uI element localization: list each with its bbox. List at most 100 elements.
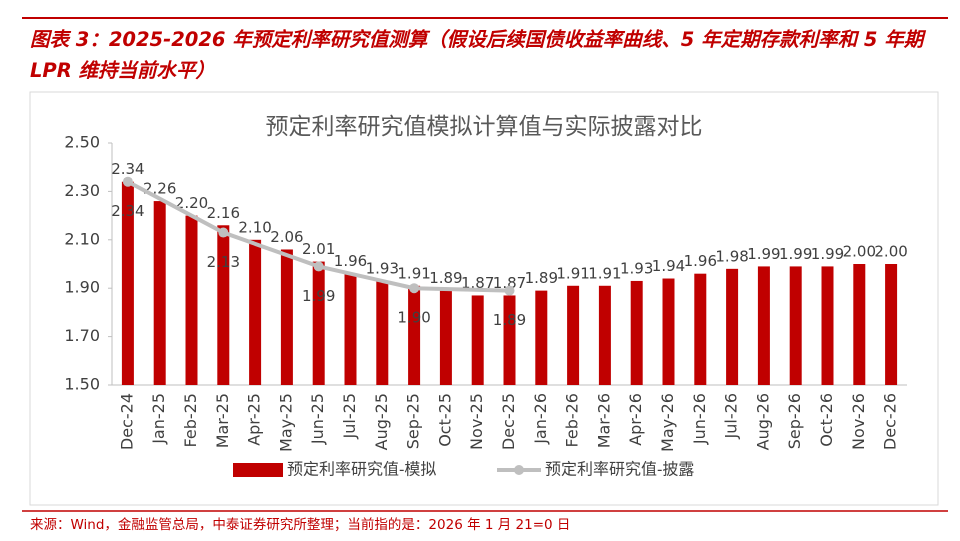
bar [344,273,357,385]
y-tick-label: 2.10 [64,229,100,248]
x-tick-label: Dec-26 [881,393,900,450]
legend-label: 预定利率研究值-模拟 [287,460,436,479]
bar-value-label: 2.01 [302,240,335,258]
bar-value-label: 1.99 [747,245,780,263]
x-tick-label: Oct-26 [817,393,836,447]
chart-title: 预定利率研究值模拟计算值与实际披露对比 [266,114,703,140]
bar [217,225,230,385]
bar-value-label: 1.91 [556,264,589,282]
bar-value-label: 2.26 [143,180,176,198]
bar-value-label: 2.00 [843,243,876,261]
legend-label: 预定利率研究值-披露 [545,460,694,479]
x-tick-label: Dec-24 [117,393,136,450]
bar [694,273,707,385]
bar-value-label: 2.34 [111,160,144,178]
y-tick-label: 2.30 [64,181,100,200]
bar [185,215,198,385]
line-value-label: 2.13 [207,253,240,271]
x-tick-label: Dec-25 [499,393,518,450]
bar [439,290,452,385]
line-point [504,285,515,296]
bar [821,266,834,385]
bar [535,290,548,385]
x-tick-label: Nov-26 [849,393,868,450]
x-tick-label: Aug-25 [372,393,391,450]
bar [249,239,262,385]
bar-value-label: 1.96 [684,252,717,270]
bar [789,266,802,385]
x-tick-label: Aug-26 [753,393,772,450]
x-tick-label: Jan-26 [531,393,550,445]
bar [726,268,739,385]
line-value-label: 1.90 [397,309,430,327]
x-tick-label: Feb-26 [563,393,582,447]
x-tick-label: Apr-25 [245,393,264,446]
bar [153,201,166,385]
bar [121,181,134,385]
legend-swatch [233,463,283,477]
line-point [313,261,324,272]
bar [376,280,389,385]
line-point [218,227,229,238]
x-tick-label: May-25 [276,393,295,452]
x-tick-label: Jun-25 [308,393,327,445]
bar-value-label: 1.91 [397,264,430,282]
y-tick-label: 1.50 [64,375,100,394]
bar [503,295,516,385]
bar-value-label: 1.89 [429,269,462,287]
bar [408,285,421,385]
y-tick-label: 2.50 [64,133,100,152]
bar-value-label: 2.16 [207,204,240,222]
x-tick-label: Mar-26 [594,393,613,448]
bar [885,264,898,385]
bar-value-label: 2.00 [874,243,907,261]
x-tick-label: Nov-25 [467,393,486,450]
bar-value-label: 1.93 [620,259,653,277]
bar [567,285,580,385]
bar-value-label: 1.94 [652,257,685,275]
bar [312,261,325,385]
bar-value-label: 1.99 [811,245,844,263]
bar-value-label: 2.20 [175,194,208,212]
bar [598,285,611,385]
line-value-label: 1.99 [302,287,335,305]
line-point [122,176,133,187]
bar-value-label: 1.89 [525,269,558,287]
bar-value-label: 1.93 [366,259,399,277]
x-tick-label: Jul-26 [722,393,741,439]
x-tick-label: Mar-25 [213,393,232,448]
bar-value-label: 1.87 [493,274,526,292]
bar-value-label: 2.10 [238,218,271,236]
bar [757,266,770,385]
line-value-label: 1.89 [493,311,526,329]
source-note: 来源：Wind，金融监管总局，中泰证券研究所整理；当前指的是：2026 年 1 … [30,517,571,533]
bar-value-label: 1.91 [588,264,621,282]
bar [471,295,484,385]
bar [853,264,866,385]
x-tick-label: Jul-25 [340,393,359,439]
bar-value-label: 1.99 [779,245,812,263]
x-tick-label: Jan-25 [149,393,168,445]
bar [662,278,675,385]
x-tick-label: Feb-25 [181,393,200,447]
bar-value-label: 2.06 [270,228,303,246]
x-tick-label: Oct-25 [435,393,454,447]
x-tick-label: Sep-25 [404,393,423,449]
bar [630,280,643,385]
x-tick-label: Jun-26 [690,393,709,445]
legend-marker [514,465,524,475]
chart-frame [29,91,939,506]
figure-title: 图表 3：2025-2026 年预定利率研究值测算（假设后续国债收益率曲线、5 … [30,28,924,82]
x-tick-label: Apr-26 [626,393,645,446]
bar-value-label: 1.87 [461,274,494,292]
line-value-label: 2.34 [111,202,144,220]
x-tick-label: May-26 [658,393,677,452]
bar [280,249,293,385]
bar-value-label: 1.98 [715,247,748,265]
line-point [409,283,420,294]
y-tick-label: 1.70 [64,326,100,345]
x-tick-label: Sep-26 [785,393,804,449]
bar-value-label: 1.96 [334,252,367,270]
